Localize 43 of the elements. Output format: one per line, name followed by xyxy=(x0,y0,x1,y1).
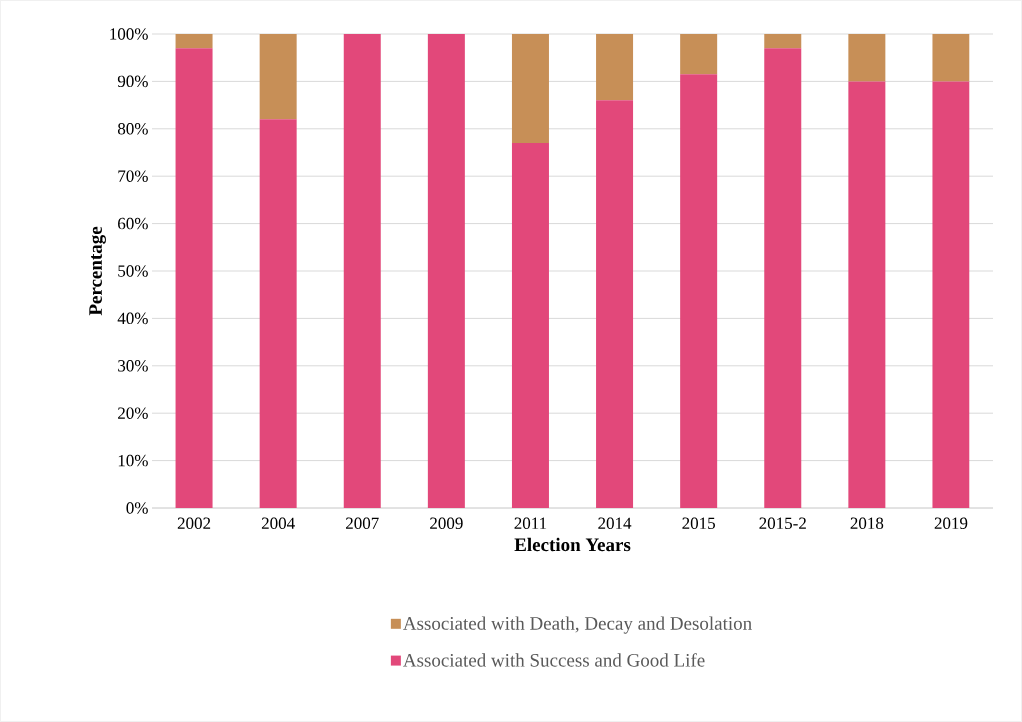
bar xyxy=(175,48,213,508)
y-tick-label: 80% xyxy=(117,123,148,135)
bar xyxy=(932,33,970,82)
x-tick-label: 2015-2 xyxy=(759,517,806,529)
bar xyxy=(680,33,718,75)
y-tick-label: 100% xyxy=(110,28,148,40)
bar xyxy=(175,33,213,49)
bar xyxy=(511,33,549,144)
bar xyxy=(932,81,970,508)
y-axis-title: Percentage xyxy=(89,226,106,316)
bar xyxy=(764,33,802,49)
legend-label: Associated with Success and Good Life xyxy=(403,653,705,667)
x-tick-label: 2011 xyxy=(514,517,547,529)
y-tick-label: 40% xyxy=(117,312,148,325)
x-tick-label: 2014 xyxy=(598,517,632,529)
x-tick-label: 2019 xyxy=(934,517,968,529)
bar xyxy=(848,81,886,508)
bar xyxy=(259,119,297,508)
bar xyxy=(764,48,802,508)
bar xyxy=(511,143,549,508)
legend-label: Associated with Death, Decay and Desolation xyxy=(403,616,752,634)
bar xyxy=(427,33,465,508)
bar xyxy=(848,33,886,82)
x-tick-label: 2002 xyxy=(177,517,211,529)
y-tick-label: 50% xyxy=(118,265,148,277)
x-tick-label: 2004 xyxy=(261,517,295,529)
x-tick-label: 2018 xyxy=(850,517,884,529)
bar xyxy=(596,33,634,101)
y-tick-label: 0% xyxy=(126,502,148,514)
x-axis-title: Election Years xyxy=(514,537,631,552)
y-tick-label: 60% xyxy=(118,217,148,230)
bar xyxy=(596,100,634,508)
y-tick-label: 10% xyxy=(118,454,148,467)
bar xyxy=(680,74,718,508)
y-tick-label: 90% xyxy=(117,75,148,88)
x-tick-label: 2015 xyxy=(682,517,715,529)
y-tick-label: 20% xyxy=(118,407,148,419)
bar xyxy=(259,33,297,120)
y-tick-label: 70% xyxy=(118,170,148,182)
bar xyxy=(343,33,381,508)
x-tick-label: 2007 xyxy=(346,517,379,529)
y-tick-label: 30% xyxy=(118,360,148,372)
x-tick-label: 2009 xyxy=(430,517,463,529)
